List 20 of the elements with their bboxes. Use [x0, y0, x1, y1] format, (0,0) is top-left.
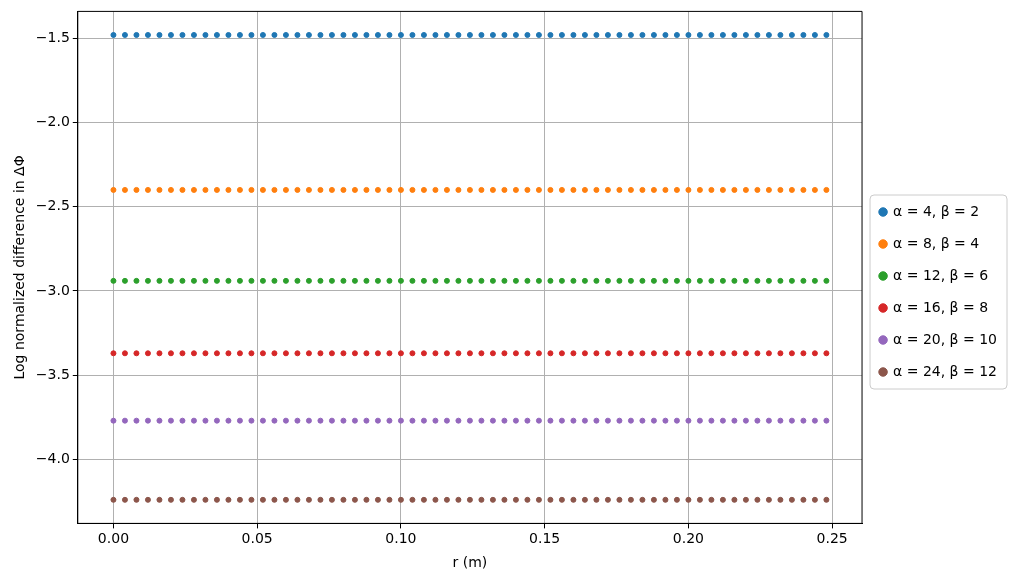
x-tick-label: 0.00: [97, 530, 130, 547]
legend-label: α = 16, β = 8: [893, 298, 989, 315]
legend-label: α = 4, β = 2: [893, 202, 980, 219]
y-tick-label: −1.5: [35, 28, 70, 45]
legend-label: α = 20, β = 10: [893, 330, 998, 347]
legend-label: α = 8, β = 4: [893, 234, 980, 251]
y-tick-label: −4.0: [35, 450, 70, 467]
legend-label: α = 12, β = 6: [893, 266, 989, 283]
x-axis-title: r (m): [452, 554, 488, 571]
y-axis-title: Log normalized difference in ΔΦ: [11, 155, 28, 380]
x-tick-label: 0.20: [672, 530, 704, 547]
y-tick-label: −3.0: [35, 281, 70, 298]
x-tick-label: 0.25: [816, 530, 848, 547]
y-tick-label: −2.5: [35, 197, 70, 214]
x-tick-label: 0.15: [529, 530, 561, 547]
y-tick-label: −2.0: [35, 113, 70, 130]
y-tick-label: −3.5: [35, 365, 70, 382]
legend-label: α = 24, β = 12: [893, 362, 998, 379]
x-tick-label: 0.05: [241, 530, 273, 547]
x-tick-label: 0.10: [385, 530, 417, 547]
